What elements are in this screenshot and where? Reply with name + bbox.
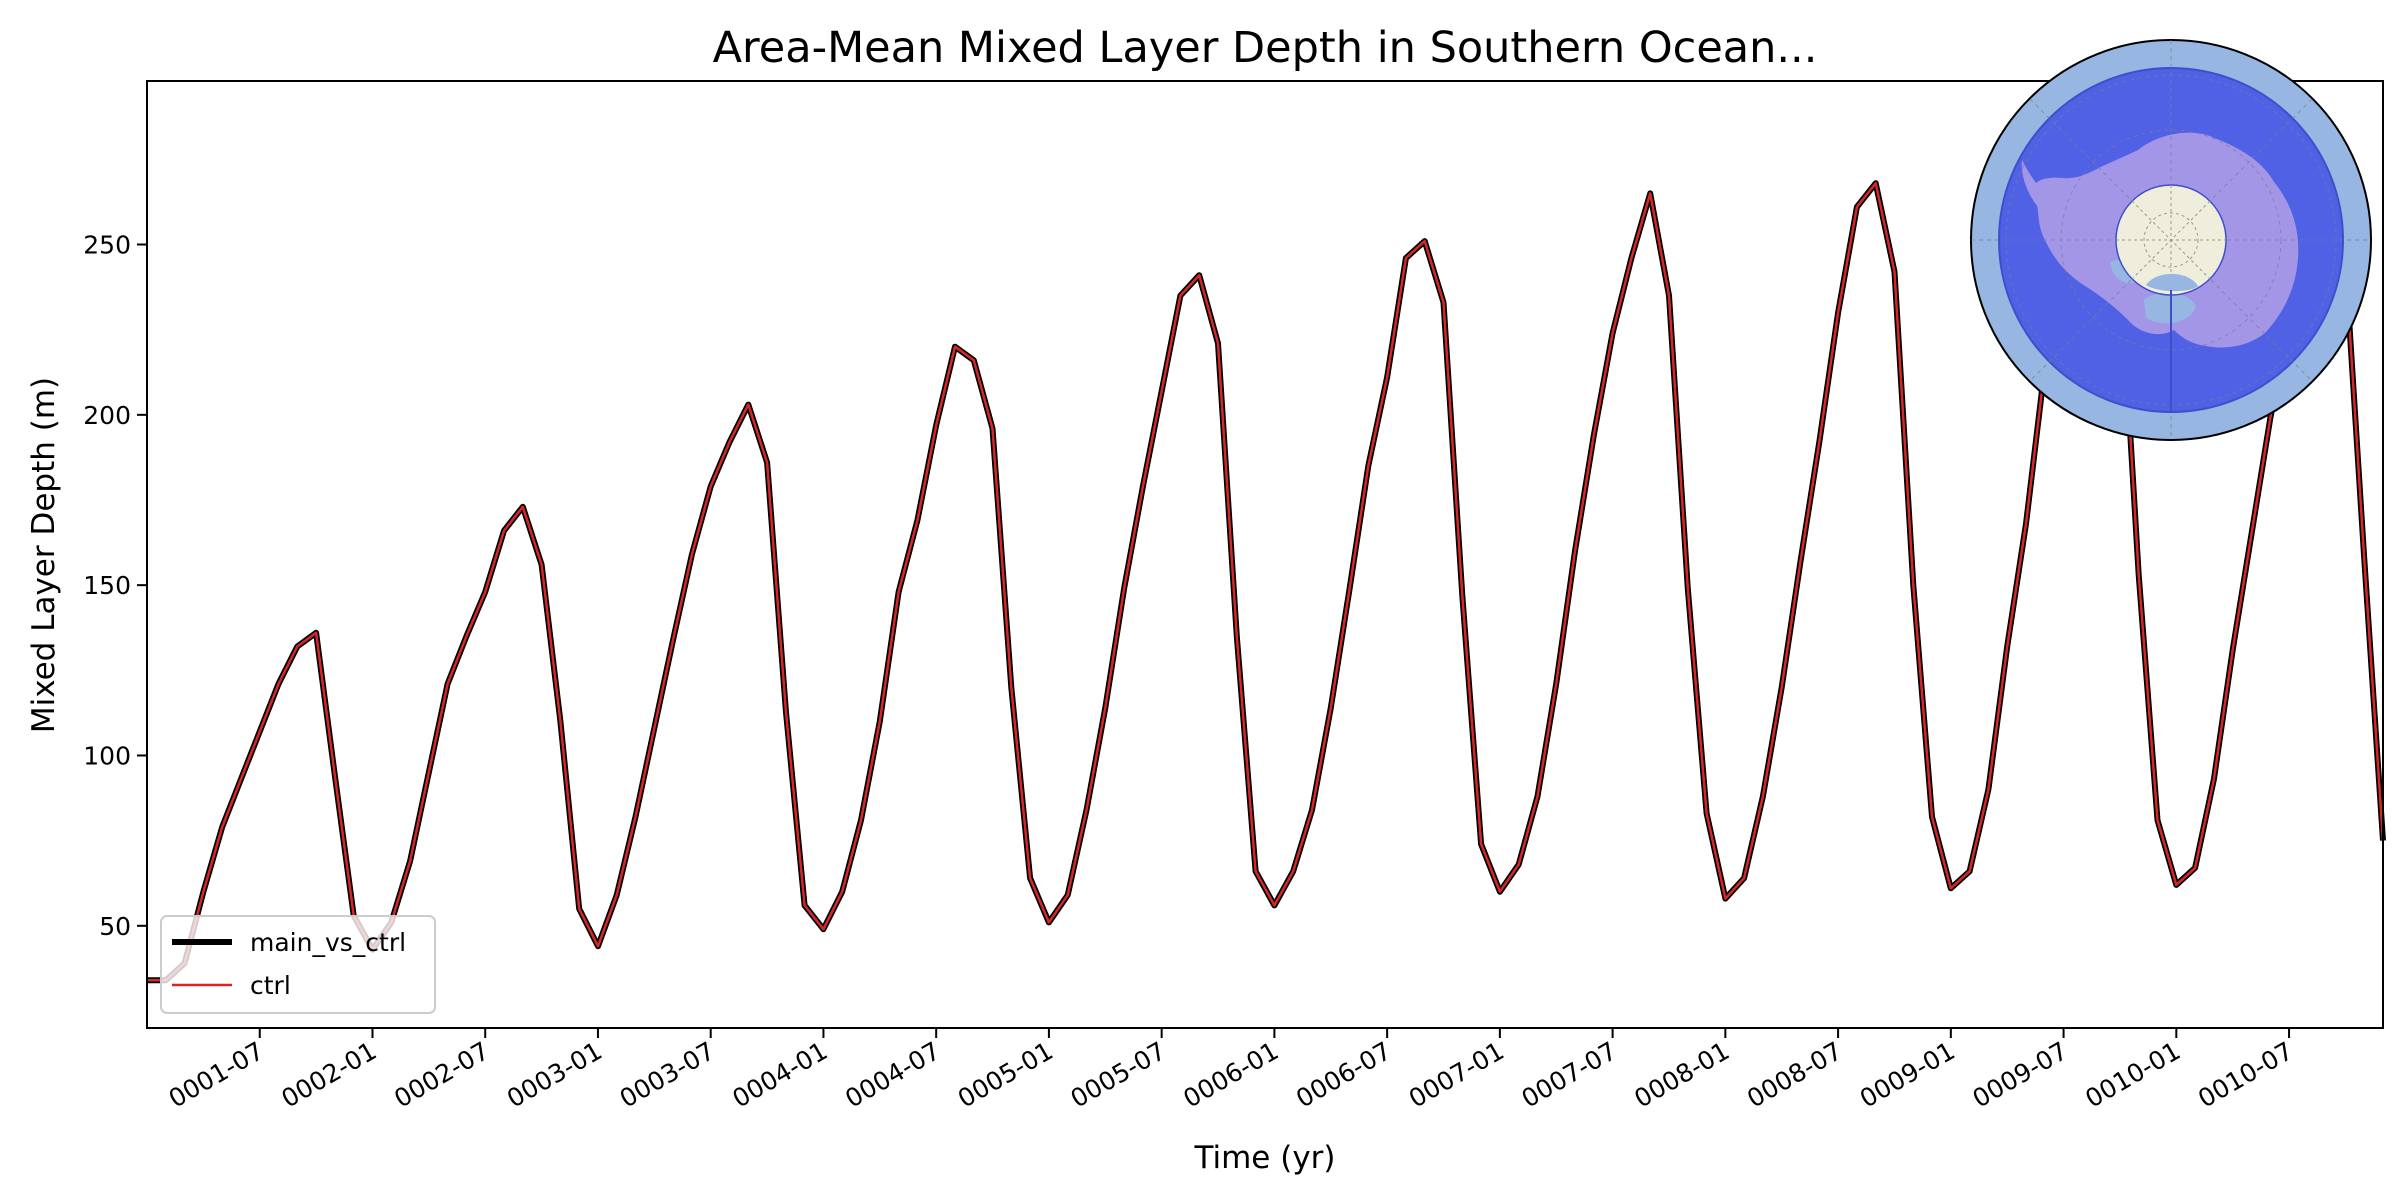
x-axis-label: Time (yr) [1194,1140,1336,1176]
series-layer [147,180,2386,984]
y-tick-label: 150 [83,571,131,600]
y-tick-label: 250 [83,231,131,260]
y-tick-label: 100 [83,741,131,770]
pole-graticule [2116,185,2226,295]
y-axis-label: Mixed Layer Depth (m) [26,377,62,733]
pole-land-lobe [2146,273,2198,292]
antarctic-peninsula [2021,160,2052,214]
y-axis-ticks: 50 100 150 200 250 [83,231,147,941]
series-line-ctrl [147,181,2385,982]
legend-label-main-vs-ctrl: main_vs_ctrl [250,928,406,957]
plot-area-frame [146,80,2384,1029]
inset-map [1970,39,2372,441]
y-tick-label: 50 [99,912,131,941]
legend-label-ctrl: ctrl [250,971,291,1000]
ice-shelf-patch [2110,260,2136,284]
y-tick-label: 200 [83,401,131,430]
legend: main_vs_ctrl ctrl [160,915,436,1014]
chart-title: Area-Mean Mixed Layer Depth in Southern … [713,23,1818,73]
